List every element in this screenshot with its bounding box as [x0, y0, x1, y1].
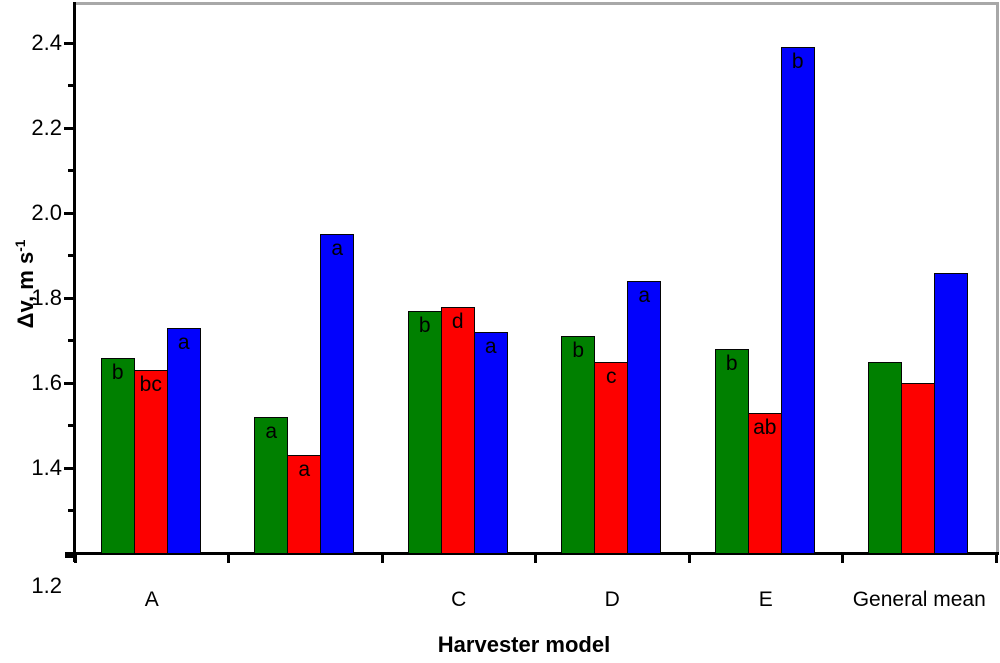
x-axis-title: Harvester model	[437, 632, 611, 657]
bar-blue-category-2	[320, 234, 355, 553]
bar-letter-label: c	[606, 364, 617, 388]
bar-blue-D	[627, 281, 662, 553]
bar-blue-C	[473, 332, 508, 553]
x-tick	[534, 553, 537, 563]
x-tick	[73, 553, 77, 563]
x-tick	[227, 553, 230, 563]
bar-letter-label: b	[572, 339, 585, 363]
y-minor-tick	[68, 424, 75, 427]
y-tick-label: 1.6	[31, 370, 62, 395]
bar-letter-label: a	[265, 420, 278, 443]
bar-blue-E	[780, 47, 815, 553]
bar-green-A	[100, 357, 135, 553]
y-tick-label: 2.2	[31, 115, 62, 140]
y-major-tick	[64, 126, 75, 130]
category-label: C	[451, 588, 467, 611]
y-minor-tick	[68, 84, 75, 87]
y-minor-tick	[68, 509, 75, 512]
y-major-tick	[64, 41, 75, 45]
category-label: General mean	[852, 588, 986, 611]
bar-red-C	[440, 306, 475, 553]
y-tick-label: 1.8	[31, 285, 62, 310]
bar-letter-label: a	[638, 284, 651, 307]
y-major-tick	[64, 381, 75, 385]
bar-letter-label: ab	[753, 415, 777, 439]
bar-letter-label: b	[725, 352, 738, 375]
bar-blue-A	[166, 327, 201, 553]
x-axis-line	[65, 551, 999, 555]
bar-red-E	[747, 412, 782, 553]
bar-letter-label: a	[298, 458, 311, 482]
bar-green-C	[407, 310, 442, 553]
y-minor-tick	[68, 254, 75, 257]
x-tick	[380, 553, 384, 563]
bar-green-D	[561, 336, 596, 553]
y-major-tick	[64, 296, 75, 300]
y-major-tick	[64, 466, 75, 470]
y-axis-end-tick	[65, 555, 75, 558]
bar-letter-label: d	[451, 309, 464, 333]
bar-red-A	[133, 370, 168, 553]
plot-frame-top	[73, 2, 999, 5]
y-tick-label: 2.0	[31, 200, 62, 225]
bar-green-E	[714, 349, 749, 553]
bar-green-General mean	[868, 361, 903, 553]
bar-red-General mean	[901, 383, 936, 553]
bar-letter-label: a	[484, 335, 497, 358]
category-label: D	[604, 588, 620, 611]
plot-frame-right	[996, 2, 999, 554]
bar-letter-label: b	[111, 360, 124, 384]
y-tick-label: 1.2	[31, 573, 62, 598]
y-axis-line	[73, 2, 76, 562]
bar-blue-General mean	[934, 272, 969, 553]
bar-letter-label: b	[418, 313, 431, 337]
y-tick-label: 1.4	[31, 455, 62, 480]
category-label: A	[144, 588, 159, 611]
y-axis-title-text: Δv, m s	[13, 251, 39, 329]
x-tick	[994, 553, 998, 563]
bar-letter-label: a	[177, 330, 190, 354]
x-tick	[687, 553, 691, 563]
x-tick	[841, 553, 844, 563]
y-axis-title: Δv, m s-1	[13, 240, 39, 329]
bar-letter-label: a	[331, 237, 344, 261]
y-minor-tick	[68, 169, 75, 172]
y-axis-title-exponent: -1	[12, 239, 28, 252]
bar-letter-label: bc	[139, 373, 162, 397]
category-label: E	[758, 588, 773, 611]
bar-red-D	[594, 361, 629, 553]
y-major-tick	[64, 211, 75, 215]
y-minor-tick	[68, 339, 75, 342]
bar-letter-label: b	[791, 50, 804, 74]
y-tick-label: 2.4	[31, 30, 62, 55]
